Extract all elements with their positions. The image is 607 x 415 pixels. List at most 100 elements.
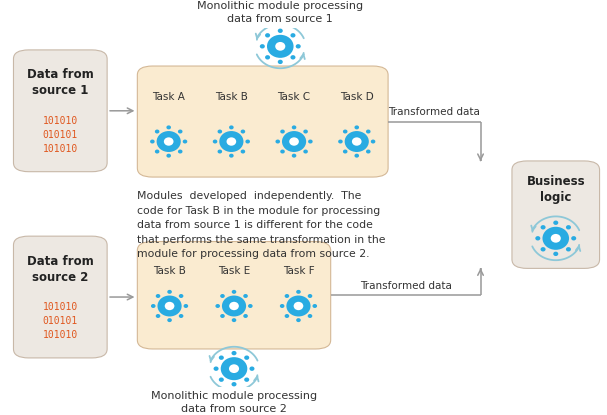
Ellipse shape [166, 154, 171, 158]
FancyBboxPatch shape [13, 50, 107, 172]
Text: Data from
source 1: Data from source 1 [27, 68, 93, 97]
Ellipse shape [245, 139, 250, 144]
Ellipse shape [371, 139, 375, 144]
Ellipse shape [290, 33, 296, 37]
Ellipse shape [566, 225, 571, 229]
Ellipse shape [553, 251, 558, 256]
Ellipse shape [244, 356, 249, 360]
Ellipse shape [155, 149, 160, 154]
Text: Monolithic module processing
data from source 1: Monolithic module processing data from s… [197, 1, 364, 24]
Ellipse shape [553, 220, 558, 225]
Ellipse shape [178, 149, 183, 154]
Ellipse shape [285, 314, 289, 318]
Text: Monolithic module processing
data from source 2: Monolithic module processing data from s… [151, 391, 317, 414]
Ellipse shape [304, 149, 308, 154]
Ellipse shape [229, 154, 234, 158]
Ellipse shape [164, 137, 174, 146]
Ellipse shape [240, 149, 245, 154]
Ellipse shape [280, 129, 285, 134]
Ellipse shape [535, 236, 540, 240]
Ellipse shape [308, 139, 313, 144]
Ellipse shape [289, 137, 299, 146]
Ellipse shape [352, 137, 362, 146]
Ellipse shape [290, 55, 296, 59]
Ellipse shape [215, 304, 220, 308]
Ellipse shape [183, 139, 188, 144]
Ellipse shape [275, 42, 285, 51]
Ellipse shape [243, 314, 248, 318]
Text: Task A: Task A [152, 92, 185, 102]
Ellipse shape [345, 131, 369, 152]
Ellipse shape [243, 294, 248, 298]
Ellipse shape [338, 139, 343, 144]
Ellipse shape [278, 60, 283, 64]
FancyBboxPatch shape [137, 242, 331, 349]
Ellipse shape [541, 247, 546, 251]
Text: Task D: Task D [340, 92, 374, 102]
Text: Task F: Task F [283, 266, 314, 276]
Ellipse shape [157, 131, 181, 152]
Ellipse shape [280, 149, 285, 154]
Text: Transformed data: Transformed data [388, 107, 480, 117]
Ellipse shape [308, 294, 312, 298]
Ellipse shape [222, 295, 246, 317]
Ellipse shape [265, 55, 270, 59]
Ellipse shape [343, 149, 347, 154]
Text: Transformed data: Transformed data [360, 281, 452, 290]
Ellipse shape [282, 131, 306, 152]
Text: Business
logic: Business logic [526, 176, 585, 205]
Ellipse shape [232, 318, 236, 322]
Ellipse shape [296, 290, 300, 294]
Ellipse shape [248, 304, 253, 308]
Ellipse shape [219, 356, 224, 360]
Ellipse shape [366, 149, 371, 154]
Text: Data from
source 2: Data from source 2 [27, 254, 93, 283]
Ellipse shape [292, 154, 296, 158]
Ellipse shape [541, 225, 546, 229]
Ellipse shape [543, 227, 569, 250]
Ellipse shape [287, 295, 311, 317]
Ellipse shape [292, 125, 296, 129]
Ellipse shape [168, 290, 172, 294]
Ellipse shape [220, 314, 225, 318]
Ellipse shape [168, 318, 172, 322]
Text: Task E: Task E [218, 266, 250, 276]
Ellipse shape [221, 357, 247, 380]
Ellipse shape [343, 129, 347, 134]
Ellipse shape [304, 129, 308, 134]
Ellipse shape [229, 364, 239, 373]
Ellipse shape [178, 129, 183, 134]
Ellipse shape [150, 139, 155, 144]
Ellipse shape [183, 304, 188, 308]
Ellipse shape [229, 125, 234, 129]
Ellipse shape [231, 382, 237, 386]
Ellipse shape [260, 44, 265, 49]
Ellipse shape [214, 366, 219, 371]
Ellipse shape [566, 247, 571, 251]
Ellipse shape [551, 234, 561, 243]
Ellipse shape [249, 366, 254, 371]
Ellipse shape [219, 131, 243, 152]
Text: 101010
010101
101010: 101010 010101 101010 [42, 303, 78, 340]
Ellipse shape [217, 149, 222, 154]
Ellipse shape [157, 295, 181, 317]
Ellipse shape [571, 236, 576, 240]
Ellipse shape [366, 129, 371, 134]
Ellipse shape [354, 125, 359, 129]
Ellipse shape [308, 314, 312, 318]
Ellipse shape [280, 304, 285, 308]
Text: Task C: Task C [277, 92, 311, 102]
FancyBboxPatch shape [13, 236, 107, 358]
Ellipse shape [219, 378, 224, 382]
Ellipse shape [285, 294, 289, 298]
Ellipse shape [240, 129, 245, 134]
Text: Task B: Task B [215, 92, 248, 102]
Ellipse shape [166, 125, 171, 129]
Ellipse shape [296, 318, 300, 322]
Ellipse shape [220, 294, 225, 298]
Ellipse shape [155, 129, 160, 134]
Ellipse shape [232, 290, 236, 294]
Text: Modules  developed  independently.  The
code for Task B in the module for proces: Modules developed independently. The cod… [137, 191, 386, 259]
Ellipse shape [267, 35, 294, 58]
Ellipse shape [265, 33, 270, 37]
